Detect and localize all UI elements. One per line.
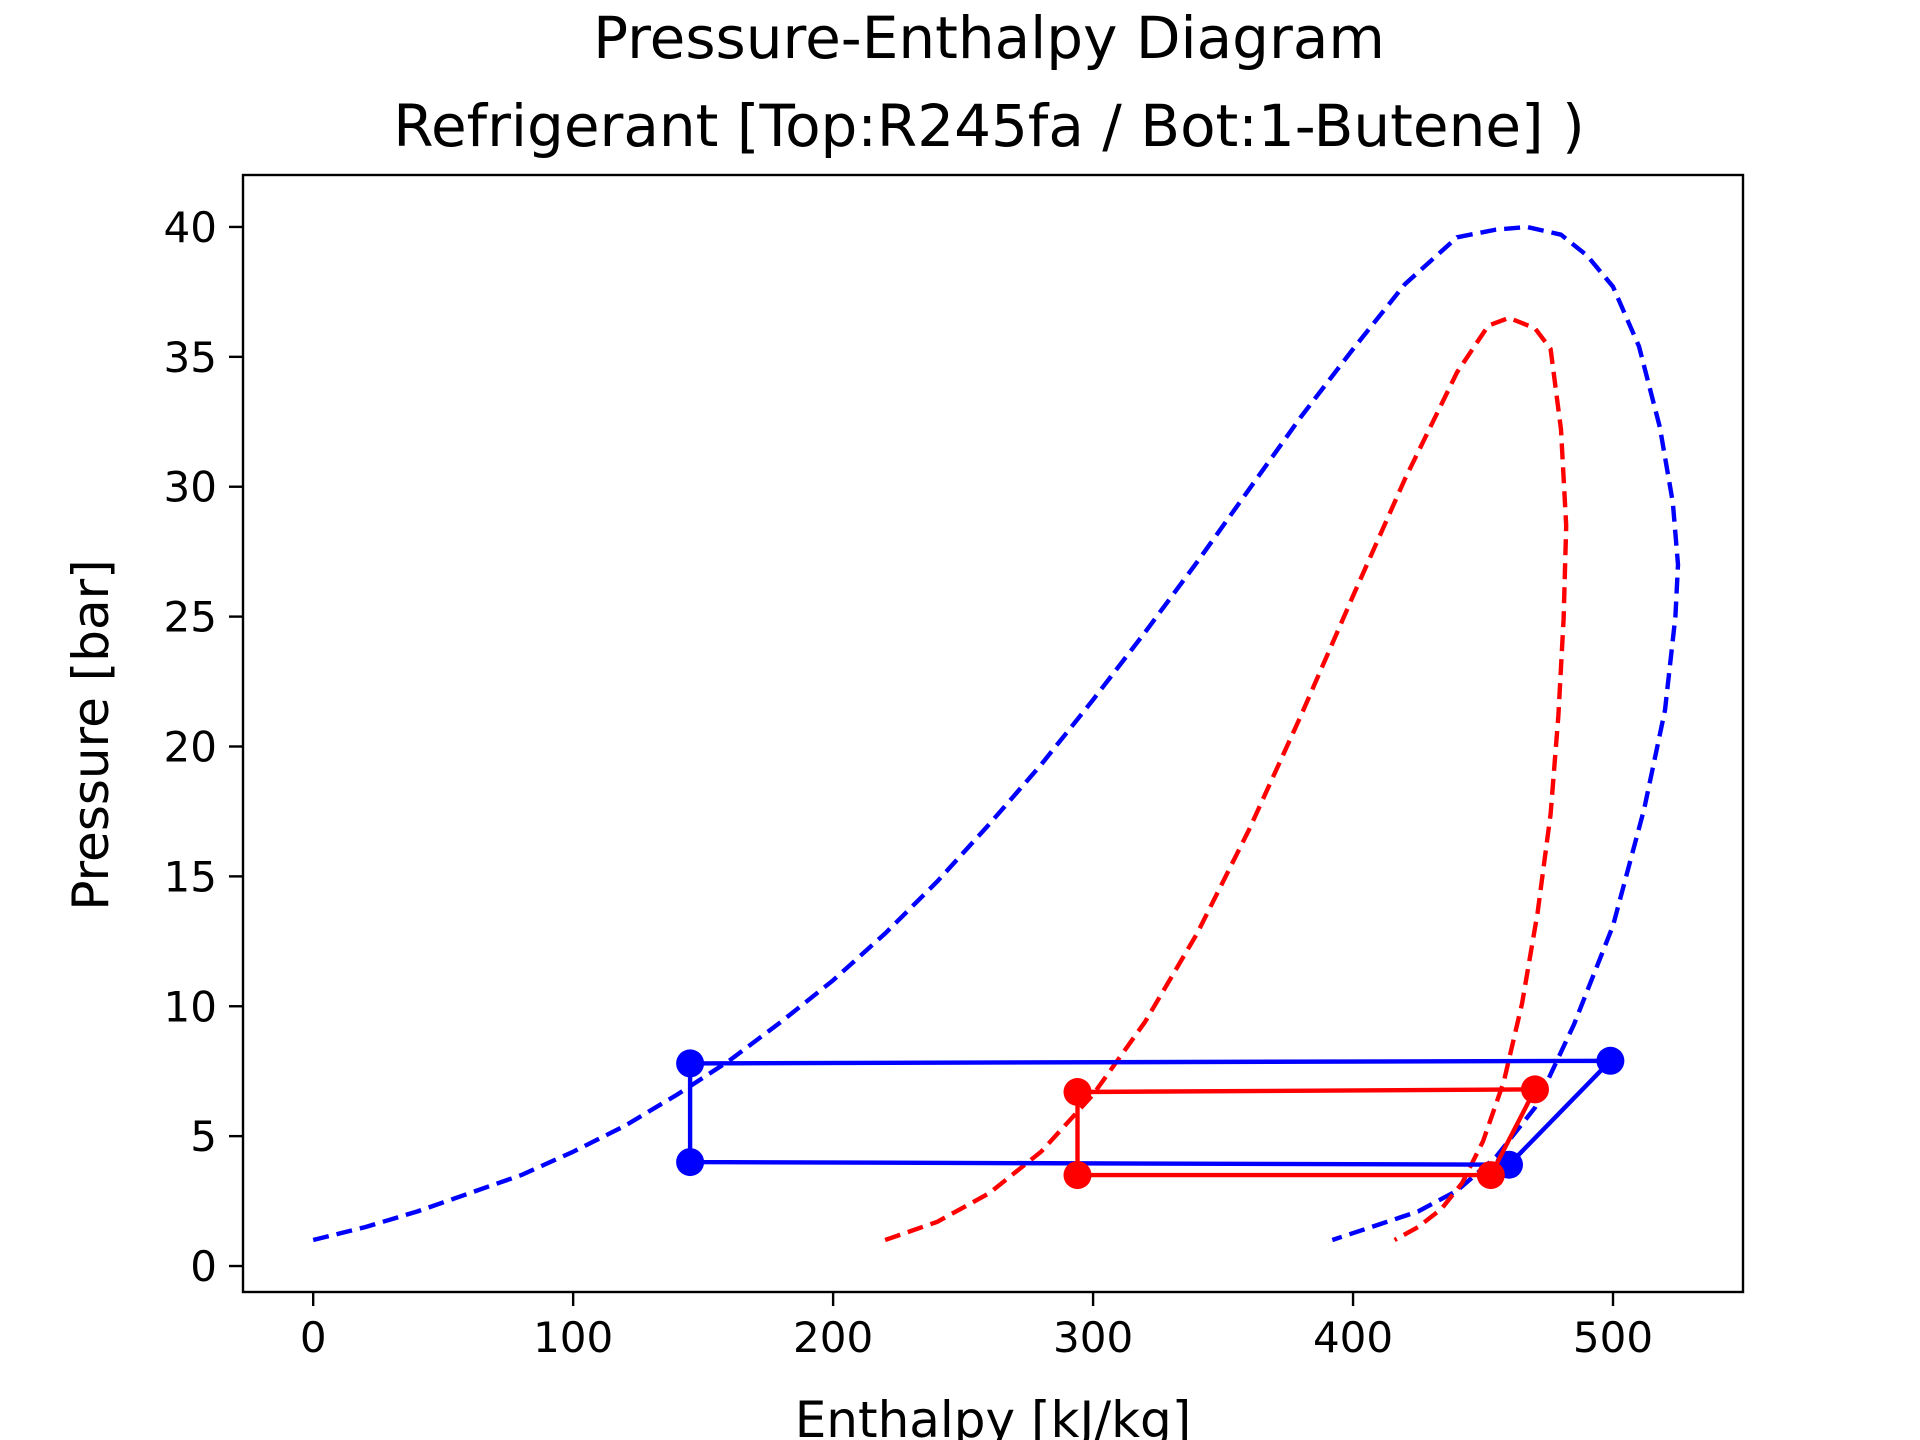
cycle-point-3-2 <box>1521 1075 1549 1104</box>
y-tick-label: 10 <box>164 982 217 1031</box>
x-axis-label: Enthalpy [kJ/kg] <box>795 1391 1192 1440</box>
x-tick-label: 200 <box>793 1313 873 1362</box>
y-tick-label: 35 <box>164 333 217 382</box>
y-tick-label: 15 <box>164 852 217 901</box>
saturation-dome-1 <box>884 315 1569 1243</box>
y-tick-label: 0 <box>190 1242 217 1291</box>
chart-title: Pressure-Enthalpy Diagram <box>593 4 1385 72</box>
y-tick-label: 5 <box>190 1112 217 1161</box>
y-tick-label: 40 <box>164 203 217 252</box>
plot-frame <box>241 173 1745 1294</box>
y-axis-label: Pressure [bar] <box>62 559 120 910</box>
series-layer <box>312 224 1681 1243</box>
cycle-point-3-3 <box>1063 1078 1092 1106</box>
cycle-point-3-0 <box>1063 1161 1092 1190</box>
x-axis: 0 100 200 300 400 500 <box>300 1292 1653 1362</box>
plot-area <box>243 175 1743 1292</box>
x-tick-label: 0 <box>300 1313 327 1362</box>
x-tick-label: 500 <box>1573 1313 1653 1362</box>
x-tick-label: 100 <box>533 1313 613 1362</box>
x-tick-label: 300 <box>1053 1313 1133 1362</box>
y-tick-label: 20 <box>164 722 217 771</box>
y-tick-label: 25 <box>164 593 217 642</box>
x-tick-label: 400 <box>1313 1313 1393 1362</box>
cycle-point-3-1 <box>1476 1161 1505 1190</box>
chart-subtitle: Refrigerant [Top:R245fa / Bot:1-Butene] … <box>393 92 1584 160</box>
cycle-point-2-3 <box>676 1049 705 1078</box>
cycle-point-2-2 <box>1596 1046 1625 1075</box>
y-axis: 0 5 10 15 20 25 30 35 40 <box>164 203 243 1291</box>
y-tick-label: 30 <box>164 463 217 512</box>
saturation-dome-0 <box>312 224 1681 1243</box>
cycle-point-2-0 <box>676 1148 705 1177</box>
